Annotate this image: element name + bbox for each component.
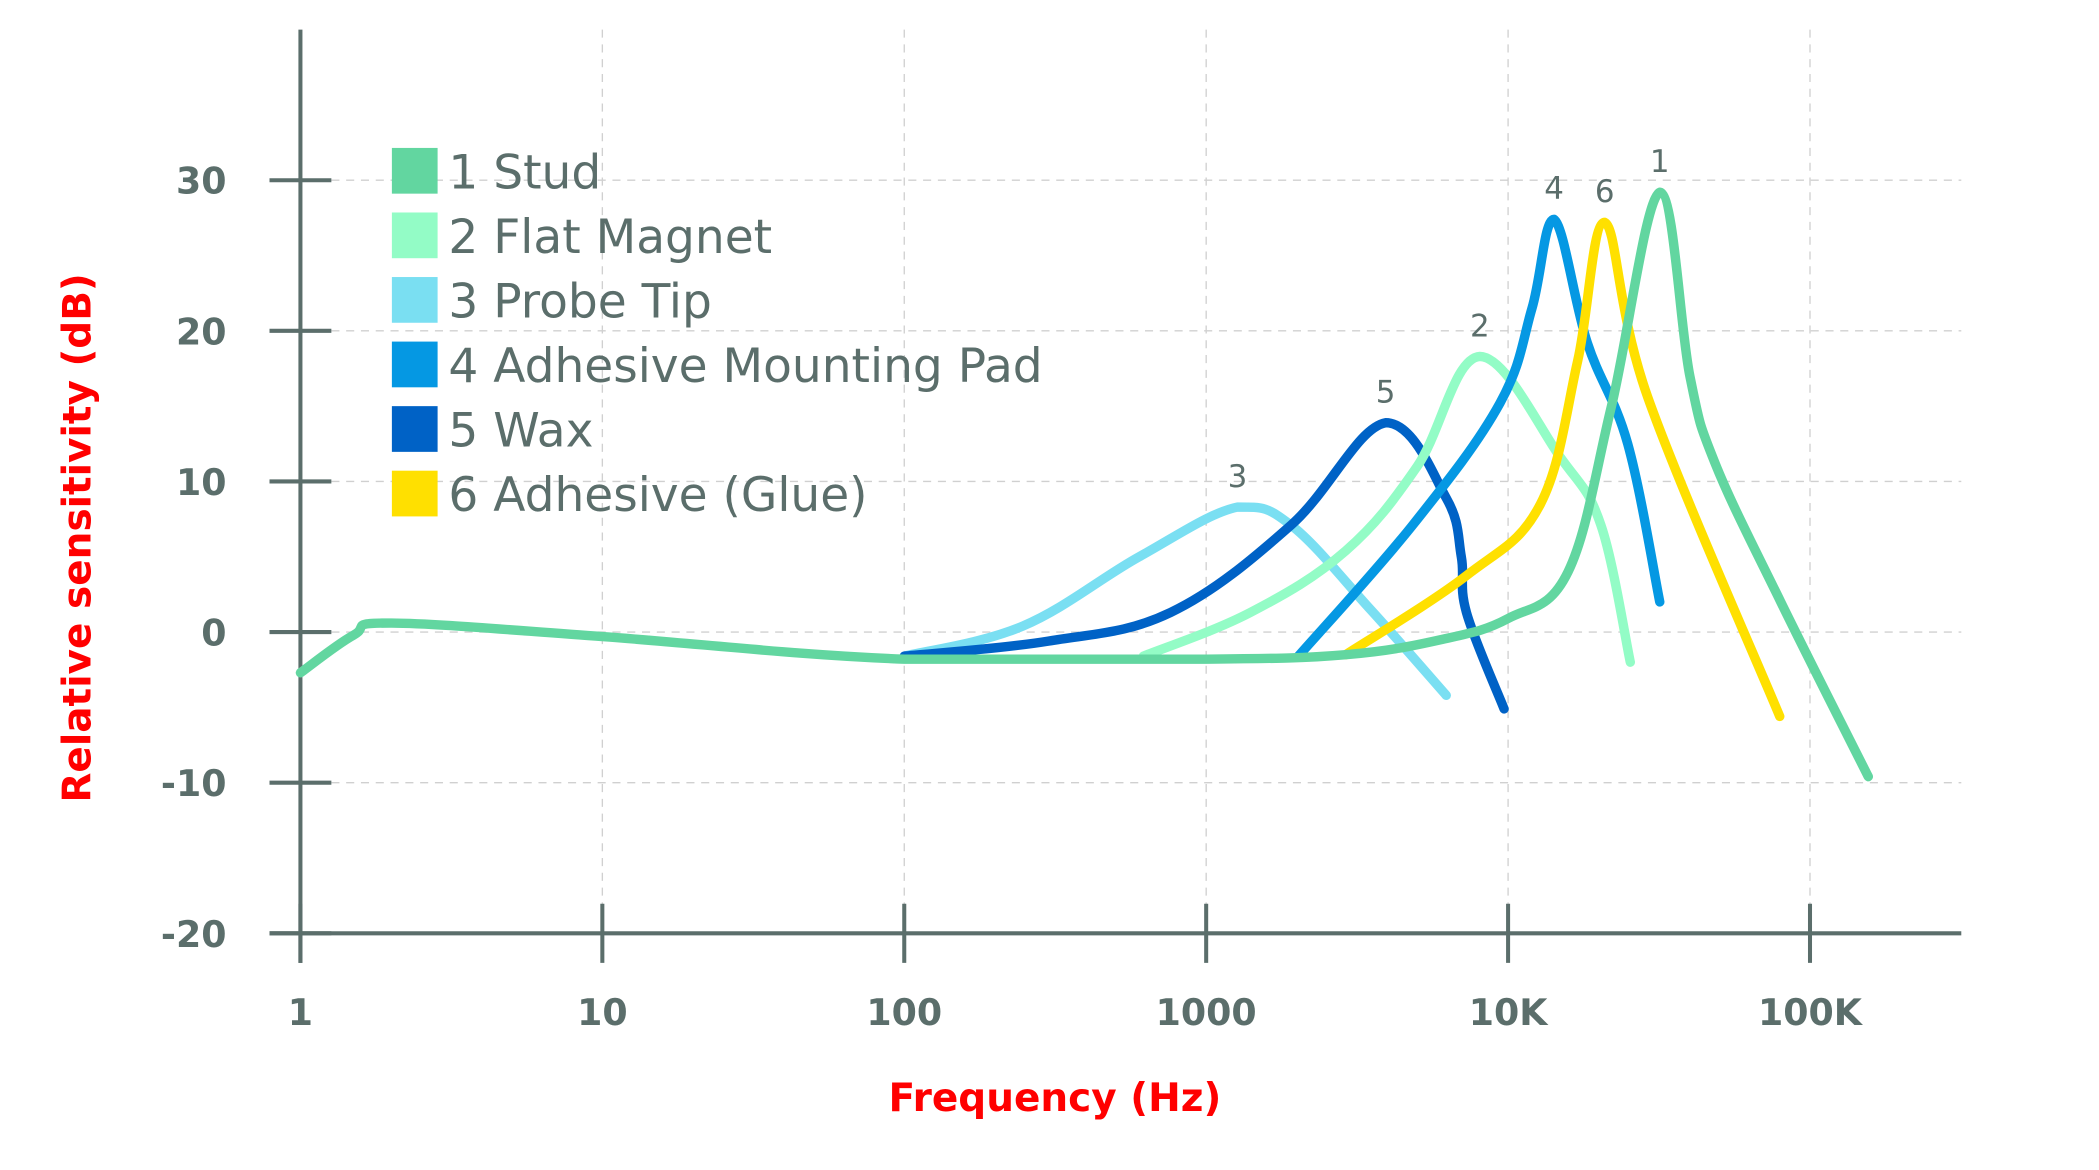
legend: 1 Stud 2 Flat Magnet 3 Probe Tip 4 Adhesive… [391,145,1043,523]
legend-label-4: 4 Adhesive Mounting Pad [448,339,1042,394]
y-tick-label: 0 [201,612,226,655]
legend-swatch-4 [391,341,438,388]
y-axis-title: Relative sensitivity (dB) [56,273,101,802]
legend-swatch-6 [391,470,438,517]
x-tick-label: 100 [866,991,942,1034]
peak-label-3: 3 [1228,459,1248,495]
legend-swatch-2 [391,212,438,259]
legend-label-5: 5 Wax [448,403,593,458]
peak-label-5: 5 [1376,375,1396,411]
peak-label-1: 1 [1650,144,1670,180]
y-tick-label: -20 [161,913,227,956]
x-tick-label: 10 [577,991,628,1034]
y-tick-label: -10 [161,762,227,805]
peak-label-2: 2 [1470,308,1490,344]
series-line-5 [899,417,1509,714]
legend-swatch-5 [391,406,438,452]
legend-label-6: 6 Adhesive (Glue) [448,468,867,523]
axes [269,29,1962,963]
series-line-6 [1341,217,1785,722]
x-axis-title: Frequency (Hz) [888,1076,1221,1121]
peak-label-4: 4 [1544,171,1564,207]
series-line-4 [1293,214,1665,661]
series-line-1 [295,187,1874,782]
y-tick-label: 20 [176,310,227,353]
legend-label-3: 3 Probe Tip [448,274,712,329]
series-line-3 [899,502,1451,701]
y-tick-label: 10 [176,461,227,504]
peak-labels: 1 2 3 4 5 6 [1228,144,1670,495]
peak-label-6: 6 [1595,174,1615,210]
legend-swatch-3 [391,277,438,323]
legend-swatch-1 [391,147,438,194]
x-tick-label: 1000 [1156,991,1257,1034]
legend-label-2: 2 Flat Magnet [448,210,772,265]
y-tick-label: 30 [176,160,227,203]
series-line-2 [1138,351,1636,667]
x-tick-label: 100K [1758,991,1864,1034]
x-tick-label: 10K [1469,991,1550,1034]
series-lines [295,187,1874,782]
legend-label-1: 1 Stud [448,145,601,200]
x-tick-label: 1 [288,991,313,1034]
